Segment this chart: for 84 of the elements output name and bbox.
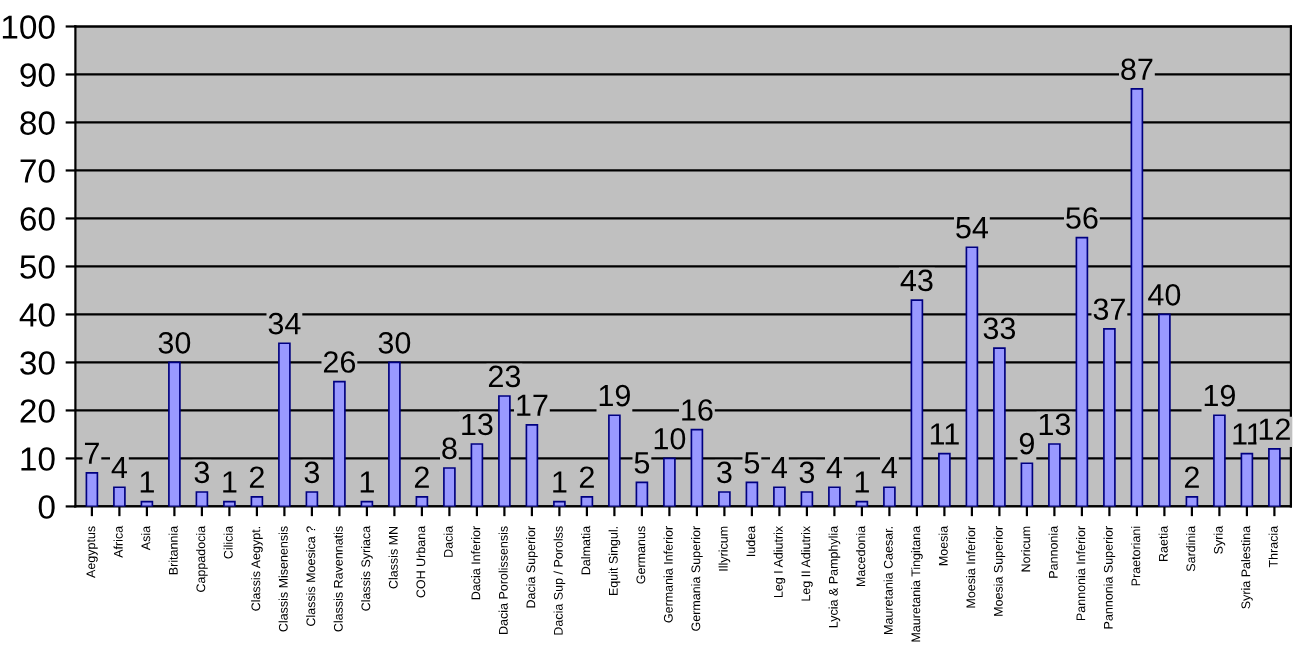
bar xyxy=(470,443,484,507)
bar xyxy=(113,486,126,507)
bar xyxy=(745,481,759,507)
data-label: 7 xyxy=(84,442,99,464)
bar xyxy=(910,299,924,507)
data-label: 23 xyxy=(488,365,521,388)
bar xyxy=(278,342,291,507)
y-tick-label: 50 xyxy=(20,255,55,279)
data-label: 17 xyxy=(517,394,548,416)
bar xyxy=(883,486,896,507)
bar xyxy=(690,428,704,507)
data-label: 3 xyxy=(717,461,732,484)
data-label: 19 xyxy=(599,384,630,407)
data-label: 33 xyxy=(983,317,1016,340)
bar xyxy=(1075,236,1089,507)
y-tick-label: 60 xyxy=(20,207,55,231)
data-label: 4 xyxy=(826,457,842,479)
data-label: 3 xyxy=(799,461,815,484)
bar xyxy=(1213,414,1226,507)
data-label: 5 xyxy=(744,452,760,474)
data-label: 1 xyxy=(223,471,237,493)
bar xyxy=(85,471,99,507)
y-tick-label: 40 xyxy=(19,303,55,327)
data-label: 43 xyxy=(900,269,933,292)
data-label: 11 xyxy=(930,423,959,445)
data-label: 2 xyxy=(414,466,429,488)
data-label: 37 xyxy=(1093,298,1125,321)
data-label: 54 xyxy=(956,217,988,239)
data-label: 4 xyxy=(111,457,127,479)
y-tick-label: 90 xyxy=(20,63,55,87)
y-tick-label: 10 xyxy=(21,447,55,471)
data-label: 16 xyxy=(682,399,713,421)
bar xyxy=(1130,88,1144,507)
bar xyxy=(1020,462,1034,507)
bar xyxy=(305,491,319,507)
data-label: 13 xyxy=(462,413,493,436)
bar xyxy=(498,395,511,507)
y-tick-label: 100 xyxy=(2,15,55,39)
data-label: 12 xyxy=(1259,418,1290,440)
bar xyxy=(1103,328,1116,507)
bar xyxy=(553,500,566,507)
bar xyxy=(525,424,539,507)
y-tick-label: 0 xyxy=(38,495,55,519)
data-label: 87 xyxy=(1121,58,1153,81)
data-label: 10 xyxy=(654,427,686,450)
bar xyxy=(773,486,786,507)
data-label: 30 xyxy=(158,331,191,354)
data-label: 3 xyxy=(304,461,320,484)
data-label: 1 xyxy=(553,471,567,493)
bar xyxy=(333,380,346,507)
bar xyxy=(800,491,814,507)
data-label: 1 xyxy=(140,471,154,493)
bar xyxy=(608,414,621,507)
data-label: 3 xyxy=(194,461,210,484)
data-label: 40 xyxy=(1148,284,1181,306)
data-label: 9 xyxy=(1019,432,1034,455)
data-label: 2 xyxy=(249,466,264,488)
bar xyxy=(443,467,456,507)
data-label: 2 xyxy=(1184,466,1199,488)
bar xyxy=(635,481,649,507)
data-label: 19 xyxy=(1204,384,1235,407)
y-tick-label: 30 xyxy=(20,351,55,375)
bar xyxy=(223,500,236,507)
data-label: 30 xyxy=(378,331,411,354)
data-label: 2 xyxy=(579,466,594,488)
data-label: 5 xyxy=(634,452,650,474)
data-label: 4 xyxy=(881,457,897,479)
data-label: 1 xyxy=(360,471,374,493)
bar xyxy=(993,347,1006,507)
bar xyxy=(828,486,841,507)
bar xyxy=(195,491,209,507)
data-label: 26 xyxy=(323,351,356,373)
y-tick-label: 20 xyxy=(20,399,55,423)
data-label: 34 xyxy=(268,312,301,335)
y-tick-label: 80 xyxy=(20,111,55,135)
data-label: 56 xyxy=(1066,207,1098,229)
bar xyxy=(965,246,979,507)
bar xyxy=(1048,443,1061,507)
bar xyxy=(718,491,731,507)
data-label: 4 xyxy=(771,457,787,479)
y-tick-label: 70 xyxy=(20,159,55,183)
data-label: 13 xyxy=(1039,413,1071,436)
data-label: 8 xyxy=(442,437,457,460)
data-label: 1 xyxy=(855,471,869,493)
